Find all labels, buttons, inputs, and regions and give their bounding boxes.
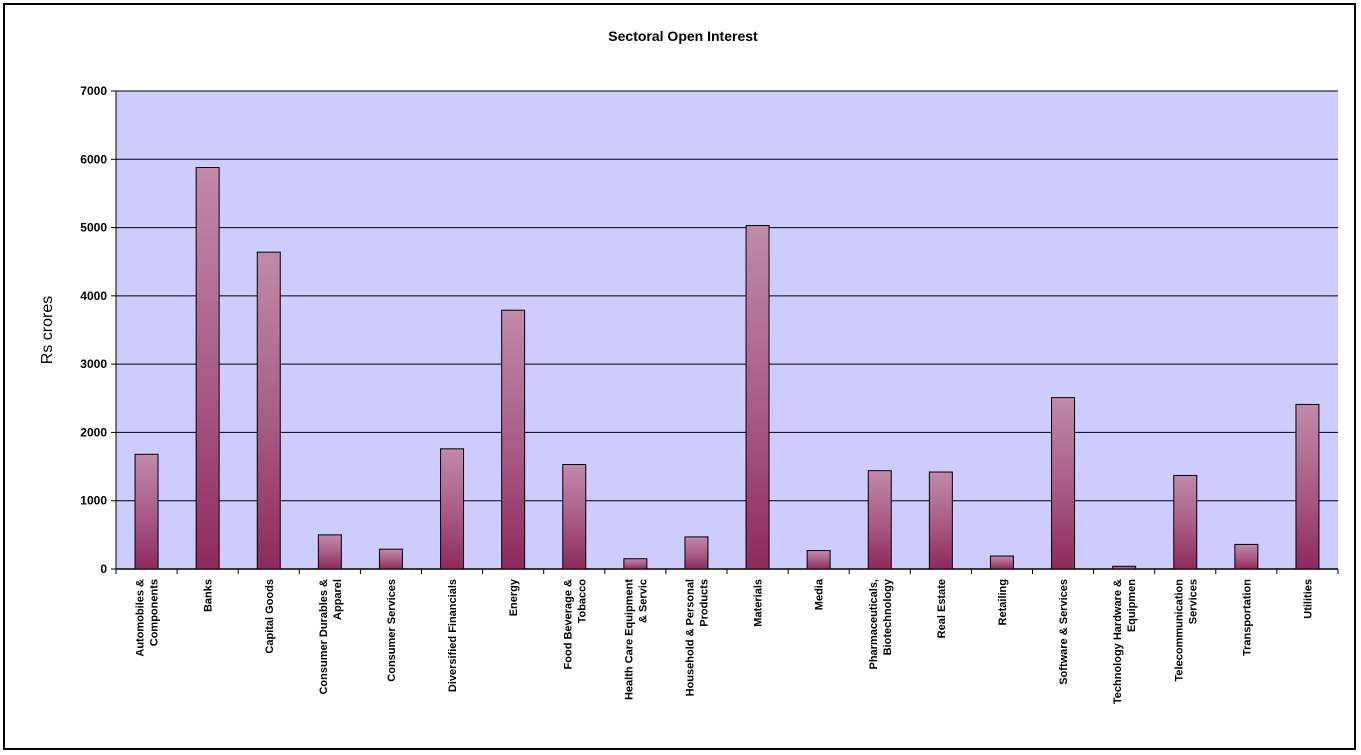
x-tick-label: Utilities: [1302, 579, 1314, 619]
y-tick-label: 3000: [80, 357, 107, 371]
x-tick-label: Telecommunication: [1173, 579, 1185, 682]
y-axis-label: Rs crores: [39, 296, 56, 364]
bar: [440, 448, 465, 570]
x-tick-label: & Servic: [637, 579, 649, 623]
x-tick-label: Equipmen: [1126, 579, 1138, 632]
bar: [378, 548, 403, 570]
x-tick-label: Transportation: [1241, 579, 1253, 656]
x-tick-label: Pharmaceuticals,: [868, 579, 880, 670]
x-tick-label: Media: [814, 578, 826, 610]
x-tick-label: Consumer Durables &: [318, 579, 330, 695]
y-tick-label: 6000: [80, 152, 107, 166]
x-tick-label: Software & Services: [1058, 579, 1070, 685]
x-tick-label: Capital Goods: [264, 579, 276, 654]
bar: [1112, 565, 1137, 570]
x-tick-label: Apparel: [332, 579, 344, 620]
bar: [501, 309, 526, 570]
bar: [134, 453, 159, 570]
x-tick-label: Retailing: [997, 579, 1009, 625]
bar: [562, 464, 587, 570]
bar: [806, 550, 831, 570]
x-tick-label: Automobiles &: [135, 579, 147, 657]
y-tick-label: 0: [100, 562, 107, 576]
x-tick-label: Materials: [753, 579, 765, 627]
bar: [1234, 543, 1259, 570]
bar: [745, 225, 770, 570]
bar: [1295, 403, 1320, 570]
y-tick-label: 7000: [80, 84, 107, 98]
x-tick-label: Biotechnology: [882, 578, 894, 655]
x-tick-label: Components: [149, 579, 161, 646]
x-tick-label: Real Estate: [936, 579, 948, 638]
y-tick-label: 4000: [80, 289, 107, 303]
bar: [928, 471, 953, 570]
bar: [684, 536, 709, 570]
x-tick-label: Products: [698, 579, 710, 627]
x-tick-label: Services: [1187, 579, 1199, 624]
bar: [317, 534, 342, 570]
bar: [1173, 474, 1198, 570]
bar: [256, 251, 281, 570]
x-tick-label: Consumer Services: [386, 579, 398, 682]
bar: [623, 558, 648, 570]
x-tick-label: Health Care Equipment: [623, 579, 635, 700]
x-tick-label: Household & Personal: [684, 579, 696, 696]
bar: [1051, 397, 1076, 570]
x-tick-label: Banks: [203, 579, 215, 612]
x-tick-label: Tobacco: [576, 579, 588, 624]
bar: [195, 166, 220, 570]
bar: [989, 555, 1014, 570]
x-tick-label: Technology Hardware &: [1112, 579, 1124, 704]
y-tick-label: 5000: [80, 221, 107, 235]
x-tick-label: Diversified Financials: [447, 579, 459, 692]
x-tick-label: Food Beverage &: [562, 579, 574, 670]
bar: [867, 470, 892, 570]
y-tick-label: 2000: [80, 425, 107, 439]
plot-area: [116, 91, 1338, 569]
y-tick-label: 1000: [80, 494, 107, 508]
chart-title: Sectoral Open Interest: [608, 28, 758, 44]
x-tick-label: Energy: [508, 578, 520, 616]
